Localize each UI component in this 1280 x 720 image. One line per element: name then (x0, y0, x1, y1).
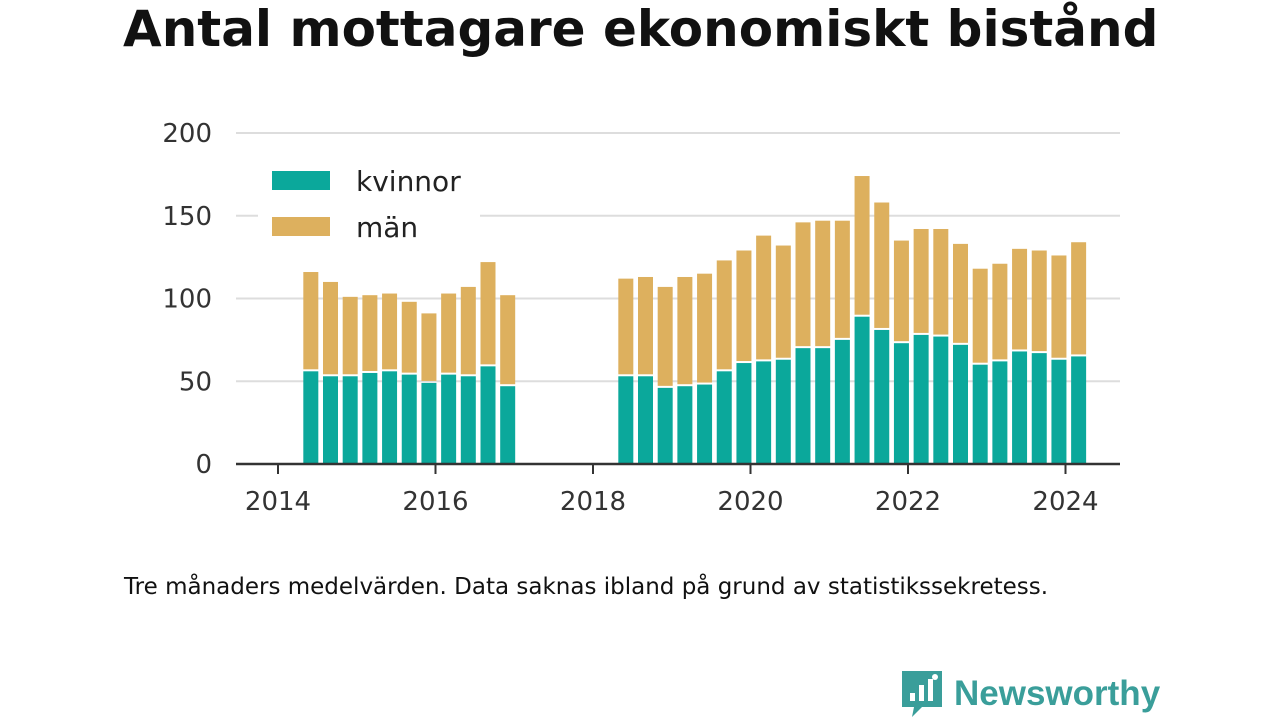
bar-kvinnor-2018-06 (618, 376, 634, 464)
bar-kvinnor-2023-03 (992, 361, 1008, 464)
bar-man-2022-03 (913, 228, 929, 333)
brand-name: Newsworthy (954, 674, 1161, 713)
bar-man-2015-06 (382, 293, 398, 370)
bar-kvinnor-2015-09 (401, 374, 417, 464)
y-tick-label-50: 50 (179, 367, 212, 397)
legend-label-kvinnor: kvinnor (356, 165, 461, 198)
x-tick-label-2014: 2014 (245, 487, 311, 517)
x-tick-label-2022: 2022 (875, 487, 941, 517)
bar-man-2016-03 (441, 293, 457, 373)
x-tick-label-2024: 2024 (1032, 487, 1098, 517)
bar-kvinnor-2015-03 (362, 372, 378, 464)
bar-kvinnor-2014-06 (303, 371, 319, 464)
bar-man-2020-03 (756, 235, 772, 360)
bar-kvinnor-2018-12 (657, 387, 673, 464)
bar-kvinnor-2022-12 (972, 364, 988, 464)
bar-man-2023-03 (992, 263, 1008, 360)
bar-man-2014-12 (342, 296, 358, 375)
bar-man-2021-12 (893, 240, 909, 342)
brand-logo: Newsworthy (902, 670, 1160, 718)
bar-kvinnor-2014-12 (342, 376, 358, 464)
bar-man-2018-09 (638, 276, 653, 375)
x-tick-label-2016: 2016 (402, 487, 468, 517)
bar-man-2016-06 (460, 286, 476, 375)
bar-man-2023-09 (1031, 250, 1047, 352)
stacked-bar-chart: 0 50 100 150 200 2014 2016 2018 2020 2022 2024 kvi… (162, 119, 1120, 517)
bar-kvinnor-2016-06 (460, 376, 476, 464)
bar-kvinnor-2019-03 (677, 386, 693, 464)
bar-kvinnor-2021-03 (834, 339, 850, 464)
bar-kvinnor-2020-09 (795, 348, 811, 464)
bar-kvinnor-2020-12 (815, 348, 831, 464)
bar-man-2019-03 (677, 276, 693, 385)
bar-man-2014-09 (323, 281, 338, 375)
bars (303, 176, 1087, 464)
bar-man-2020-06 (775, 245, 791, 358)
y-tick-label-150: 150 (162, 202, 212, 232)
bar-kvinnor-2023-09 (1031, 353, 1047, 464)
bar-kvinnor-2023-06 (1012, 351, 1028, 464)
chart-caption: Tre månaders medelvärden. Data saknas ib… (124, 574, 1049, 600)
y-tick-label-200: 200 (162, 119, 212, 149)
x-tick-label-2020: 2020 (717, 487, 783, 517)
bar-man-2022-09 (953, 243, 968, 343)
bar-kvinnor-2021-12 (893, 343, 909, 464)
bar-kvinnor-2022-09 (953, 344, 968, 464)
bar-kvinnor-2016-09 (480, 366, 496, 464)
bar-man-2024-03 (1071, 242, 1087, 355)
bar-kvinnor-2020-06 (775, 359, 791, 464)
bar-man-2019-12 (736, 250, 752, 362)
bar-kvinnor-2014-09 (323, 376, 338, 464)
legend-label-man: män (356, 211, 418, 244)
bar-kvinnor-2016-03 (441, 374, 457, 464)
bar-kvinnor-2021-06 (854, 316, 870, 464)
bar-kvinnor-2021-09 (874, 329, 890, 464)
bar-kvinnor-2022-06 (933, 336, 949, 464)
bar-man-2016-12 (500, 295, 516, 385)
bar-man-2014-06 (303, 272, 319, 370)
axes: 0 50 100 150 200 2014 2016 2018 2020 2022 2024 (162, 119, 1120, 517)
bar-man-2022-06 (933, 228, 949, 335)
bar-man-2016-09 (480, 262, 496, 365)
bar-man-2015-03 (362, 295, 378, 371)
bar-kvinnor-2019-06 (697, 384, 713, 464)
newsworthy-logo-icon (902, 671, 942, 717)
bar-kvinnor-2016-12 (500, 386, 516, 464)
bar-man-2015-12 (421, 313, 437, 381)
bar-kvinnor-2015-06 (382, 371, 398, 464)
chart-title: Antal mottagare ekonomiskt bistånd (123, 0, 1159, 58)
bar-kvinnor-2022-03 (913, 334, 929, 464)
y-tick-label-0: 0 (195, 450, 212, 480)
bar-man-2018-06 (618, 278, 634, 375)
bar-man-2021-06 (854, 176, 870, 315)
bar-kvinnor-2023-12 (1051, 359, 1067, 464)
bar-kvinnor-2018-09 (638, 376, 653, 464)
bar-man-2023-06 (1012, 248, 1028, 350)
bar-kvinnor-2020-03 (756, 361, 772, 464)
bar-man-2022-12 (972, 268, 988, 363)
legend: kvinnor män (258, 160, 480, 244)
bar-kvinnor-2019-12 (736, 363, 752, 464)
bar-man-2020-09 (795, 222, 811, 347)
legend-swatch-man (272, 217, 330, 236)
bar-man-2020-12 (815, 220, 831, 347)
legend-swatch-kvinnor (272, 171, 330, 190)
y-tick-label-100: 100 (162, 285, 212, 315)
bar-man-2021-03 (834, 220, 850, 338)
bar-man-2023-12 (1051, 255, 1067, 358)
x-tick-label-2018: 2018 (560, 487, 626, 517)
bar-man-2019-06 (697, 273, 713, 383)
bar-kvinnor-2015-12 (421, 382, 437, 464)
bar-man-2018-12 (657, 286, 673, 386)
bar-kvinnor-2019-09 (716, 371, 732, 464)
bar-man-2019-09 (716, 260, 732, 370)
bar-man-2021-09 (874, 202, 890, 328)
bar-man-2015-09 (401, 301, 417, 373)
bar-kvinnor-2024-03 (1071, 356, 1087, 464)
